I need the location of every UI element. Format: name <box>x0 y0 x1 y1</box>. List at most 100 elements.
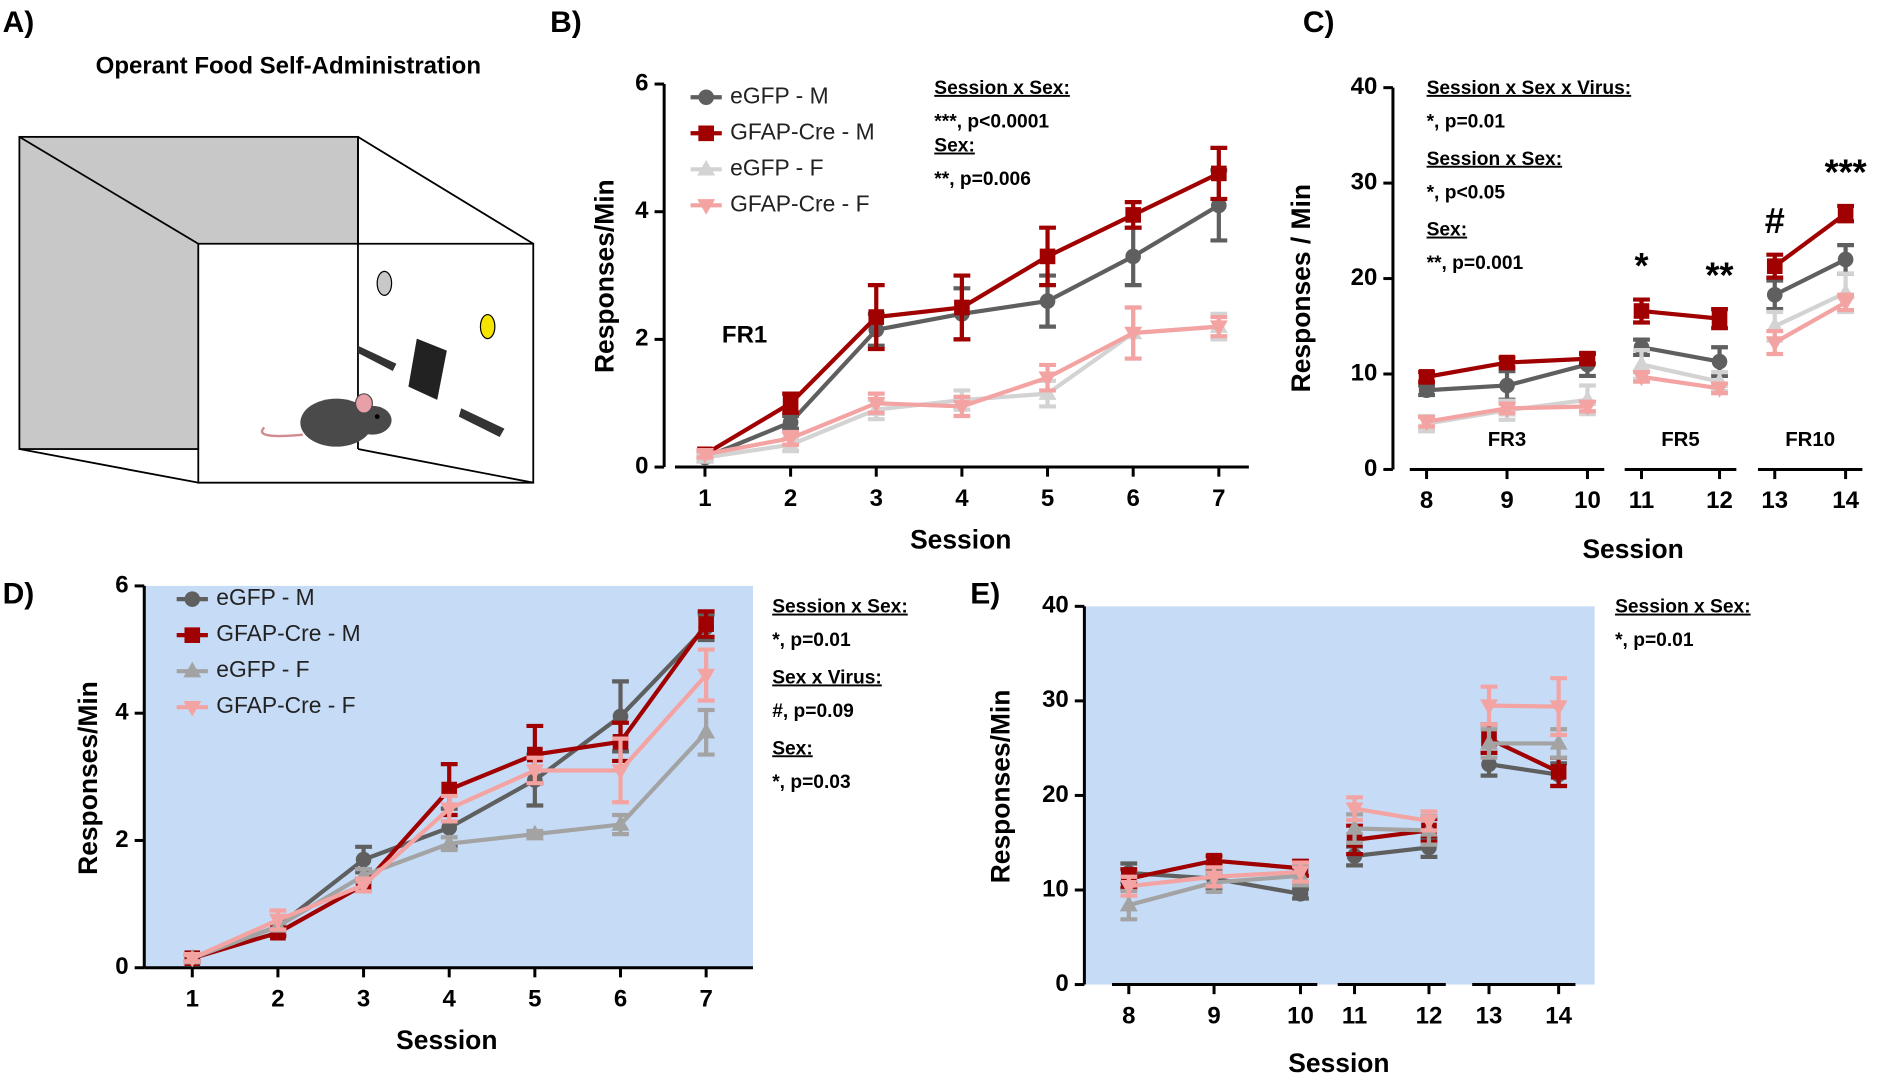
marker <box>1549 734 1568 750</box>
legend-marker <box>183 700 202 717</box>
x-tick-label: 3 <box>357 986 370 1013</box>
legend-marker <box>697 199 716 215</box>
series-line <box>1354 806 1430 824</box>
annotation: FR1 <box>722 322 767 349</box>
legend-label: eGFP - M <box>730 82 828 108</box>
x-tick-label: 9 <box>1500 487 1513 514</box>
y-axis-label: Responses / Min <box>1286 184 1316 392</box>
stats-result: #, p=0.09 <box>772 701 854 722</box>
legend-label: GFAP-Cre - M <box>216 620 360 646</box>
stats-heading: Session x Sex: <box>1427 149 1563 170</box>
series-line <box>1641 345 1720 364</box>
marker <box>1119 895 1138 912</box>
marker <box>1549 700 1568 716</box>
marker <box>782 414 799 431</box>
y-axis-label: Responses/Min <box>986 690 1016 884</box>
marker <box>868 309 885 325</box>
legend-label: GFAP-Cre - M <box>730 118 874 144</box>
x-tick-label: 7 <box>1212 485 1225 512</box>
marker <box>1039 248 1056 265</box>
legend-marker <box>183 661 202 678</box>
y-tick-label: 4 <box>635 197 649 224</box>
marker <box>1578 400 1597 416</box>
x-tick-label: 1 <box>186 986 199 1013</box>
marker <box>1711 310 1728 327</box>
chamber-front <box>197 242 535 484</box>
x-tick-label: 14 <box>1545 1002 1572 1029</box>
x-axis-label: Session <box>396 1025 497 1055</box>
x-tick-label: 2 <box>784 485 797 512</box>
series-line <box>1641 308 1720 321</box>
series-line <box>1488 762 1559 777</box>
y-tick-label: 2 <box>115 826 128 853</box>
y-tick-label: 6 <box>635 69 648 96</box>
legend-label: GFAP-Cre - F <box>216 692 355 718</box>
mouse-eye <box>374 414 380 420</box>
y-tick-label: 10 <box>1042 875 1069 902</box>
marker <box>1499 354 1515 371</box>
marker <box>1836 296 1855 312</box>
marker <box>1480 699 1498 715</box>
marker <box>782 395 799 412</box>
marker <box>440 834 459 850</box>
marker <box>1765 316 1784 333</box>
series-line <box>1773 211 1847 268</box>
marker <box>1480 734 1498 750</box>
x-tick-label: 9 <box>1207 1002 1220 1029</box>
series <box>695 305 1228 464</box>
stats-result: **, p=0.006 <box>934 169 1031 190</box>
marker <box>1550 764 1567 780</box>
x-tick-label: 5 <box>1041 485 1054 512</box>
cue-light <box>479 313 496 340</box>
marker <box>1633 303 1650 319</box>
series-line <box>1354 845 1430 859</box>
legend-label: eGFP - F <box>730 154 823 180</box>
panel-label: B) <box>550 6 582 39</box>
legend-marker <box>698 125 714 142</box>
x-tick-label: 8 <box>1420 487 1433 514</box>
marker <box>1291 865 1310 882</box>
marker <box>954 299 970 316</box>
marker <box>1418 369 1435 385</box>
x-axis-label: Session <box>1582 534 1683 564</box>
y-tick-label: 30 <box>1042 686 1069 713</box>
significance-marker: *** <box>1825 151 1867 192</box>
x-tick-label: 2 <box>271 986 284 1013</box>
stats-result: **, p=0.001 <box>1427 253 1524 274</box>
series <box>1119 676 1568 898</box>
y-tick-label: 0 <box>635 452 648 479</box>
x-tick-label: 12 <box>1416 1002 1443 1029</box>
significance-marker: * <box>1634 245 1648 286</box>
stats-heading: Session x Sex: <box>934 78 1070 99</box>
stats-heading: Sex: <box>772 738 813 759</box>
significance-marker: # <box>1765 200 1785 241</box>
marker <box>1499 377 1515 394</box>
marker <box>695 448 714 464</box>
marker <box>354 878 373 895</box>
marker <box>183 951 202 968</box>
legend-marker <box>697 159 716 176</box>
marker <box>611 764 630 780</box>
series-line <box>1354 826 1430 833</box>
x-tick-label: 7 <box>699 986 712 1013</box>
series <box>183 647 716 968</box>
plot-background <box>1084 606 1595 985</box>
marker <box>1125 207 1141 223</box>
lever <box>357 345 397 372</box>
stats-heading: Session x Sex: <box>772 597 908 618</box>
marker <box>1209 320 1228 336</box>
stats-result: *, p=0.01 <box>1427 112 1506 133</box>
marker <box>1632 370 1651 387</box>
marker <box>1766 258 1783 274</box>
series-line <box>1773 257 1847 297</box>
marker <box>268 913 287 930</box>
marker <box>1710 382 1729 398</box>
marker <box>952 400 971 416</box>
marker <box>1418 382 1435 399</box>
chart-panel: B) 0 2 4 6 1 2 3 4 5 6 7 Session Responses/Min eGFP - … <box>550 6 1249 554</box>
stats-result: *, p<0.05 <box>1427 182 1506 203</box>
marker <box>355 851 372 868</box>
x-tick-label: 13 <box>1761 487 1788 514</box>
